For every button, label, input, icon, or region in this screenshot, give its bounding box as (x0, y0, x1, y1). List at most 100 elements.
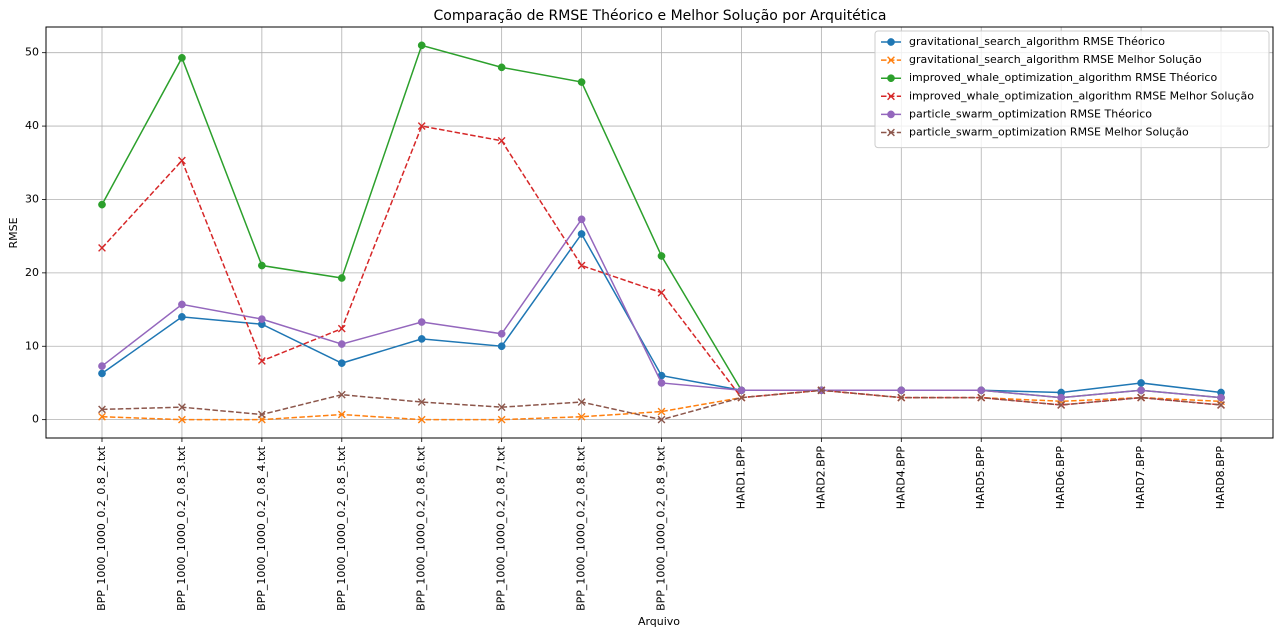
data-point (257, 410, 266, 419)
chart-title: Comparação de RMSE Théorico e Melhor Sol… (434, 8, 887, 24)
legend-entry: gravitational_search_algorithm RMSE Théo… (881, 35, 1165, 48)
series-6 (98, 386, 1225, 424)
data-point (657, 379, 666, 387)
legend-marker (887, 92, 895, 101)
data-point (417, 41, 426, 50)
y-ticks: 0 10 20 30 40 50 (25, 46, 46, 426)
data-point (977, 393, 986, 402)
legend-label: improved_whale_optimization_algorithm RM… (909, 89, 1254, 102)
data-point (497, 329, 506, 338)
x-tick-label: BPP_1000_1000_0.2_0.8_2.txt (95, 445, 108, 611)
legend-entry: improved_whale_optimization_algorithm RM… (881, 89, 1254, 102)
data-point (897, 393, 906, 402)
legend-marker (887, 38, 895, 46)
y-tick-label: 10 (25, 339, 39, 352)
data-point (1137, 379, 1145, 387)
legend-label: improved_whale_optimization_algorithm RM… (909, 71, 1217, 84)
data-point (98, 405, 106, 414)
data-point (337, 340, 346, 348)
legend-entry: particle_swarm_optimization RMSE Théoric… (881, 107, 1152, 120)
data-point (417, 415, 426, 424)
x-tick-label: HARD5.BPP (974, 446, 987, 510)
legend-marker (887, 56, 895, 64)
data-point (497, 63, 506, 72)
x-tick-label: BPP_1000_1000_0.2_0.8_5.txt (335, 445, 348, 611)
data-point (178, 53, 186, 62)
x-tick-label: BPP_1000_1000_0.2_0.8_6.txt (415, 445, 428, 611)
data-point (577, 398, 586, 406)
legend-entry: improved_whale_optimization_algorithm RM… (881, 71, 1217, 84)
x-axis-label: Arquivo (638, 615, 680, 628)
data-point (1217, 401, 1225, 409)
data-point (657, 415, 666, 424)
data-point (1057, 401, 1066, 409)
data-point (337, 274, 346, 282)
data-point (258, 315, 266, 323)
data-point (817, 386, 826, 395)
data-point (497, 403, 506, 412)
legend-label: particle_swarm_optimization RMSE Théoric… (909, 107, 1152, 120)
legend-label: gravitational_search_algorithm RMSE Melh… (909, 53, 1202, 66)
data-point (257, 357, 266, 365)
legend-label: gravitational_search_algorithm RMSE Théo… (909, 35, 1165, 48)
data-point (178, 156, 186, 165)
data-point (1137, 393, 1145, 402)
data-point (178, 313, 186, 321)
data-point (897, 386, 906, 395)
legend: gravitational_search_algorithm RMSE Théo… (874, 30, 1270, 149)
data-point (337, 390, 346, 399)
legend-box (874, 30, 1270, 149)
data-point (417, 122, 426, 130)
y-tick-label: 20 (25, 266, 39, 279)
data-point (98, 244, 106, 252)
legend-marker (887, 74, 895, 83)
x-tick-label: HARD6.BPP (1054, 446, 1067, 510)
data-point (497, 136, 506, 145)
series-line (101, 389, 1222, 421)
data-point (417, 318, 426, 326)
data-point (577, 230, 586, 238)
data-point (577, 78, 586, 86)
data-point (657, 288, 666, 297)
legend-marker (887, 128, 895, 137)
data-point (1137, 386, 1145, 395)
data-point (577, 412, 586, 421)
x-tick-label: BPP_1000_1000_0.2_0.8_4.txt (255, 445, 268, 611)
data-point (337, 359, 346, 367)
data-point (337, 324, 346, 333)
data-point (737, 393, 746, 402)
data-point (657, 252, 666, 260)
y-tick-label: 30 (25, 192, 39, 205)
legend-entry: gravitational_search_algorithm RMSE Melh… (881, 53, 1202, 66)
x-tick-label: HARD7.BPP (1134, 446, 1147, 510)
data-point (178, 300, 186, 309)
x-tick-label: BPP_1000_1000_0.2_0.8_3.txt (175, 445, 188, 611)
x-tick-label: HARD4.BPP (894, 446, 907, 510)
series-5 (98, 215, 1225, 402)
legend-entry: particle_swarm_optimization RMSE Melhor … (881, 126, 1189, 139)
y-tick-label: 40 (25, 119, 39, 132)
data-point (417, 398, 426, 406)
x-tick-label: BPP_1000_1000_0.2_0.8_8.txt (575, 445, 588, 611)
data-point (417, 335, 426, 343)
x-tick-label: HARD2.BPP (814, 446, 827, 510)
x-tick-label: BPP_1000_1000_0.2_0.8_9.txt (655, 445, 668, 611)
y-axis-label: RMSE (7, 217, 20, 248)
data-point (98, 412, 106, 421)
plot-frame (45, 26, 1274, 439)
data-point (977, 386, 986, 395)
data-point (1217, 393, 1225, 402)
data-point (497, 342, 506, 351)
data-point (497, 415, 506, 424)
y-tick-label: 0 (32, 413, 39, 426)
x-ticks: BPP_1000_1000_0.2_0.8_2.txt BPP_1000_1000… (95, 438, 1227, 611)
data-point (178, 415, 186, 424)
data-point (98, 200, 106, 209)
data-point (737, 386, 746, 395)
data-point (337, 410, 346, 419)
legend-label: particle_swarm_optimization RMSE Melhor … (909, 126, 1189, 139)
data-point (258, 261, 266, 270)
data-point (1057, 393, 1066, 402)
data-point (98, 369, 106, 378)
